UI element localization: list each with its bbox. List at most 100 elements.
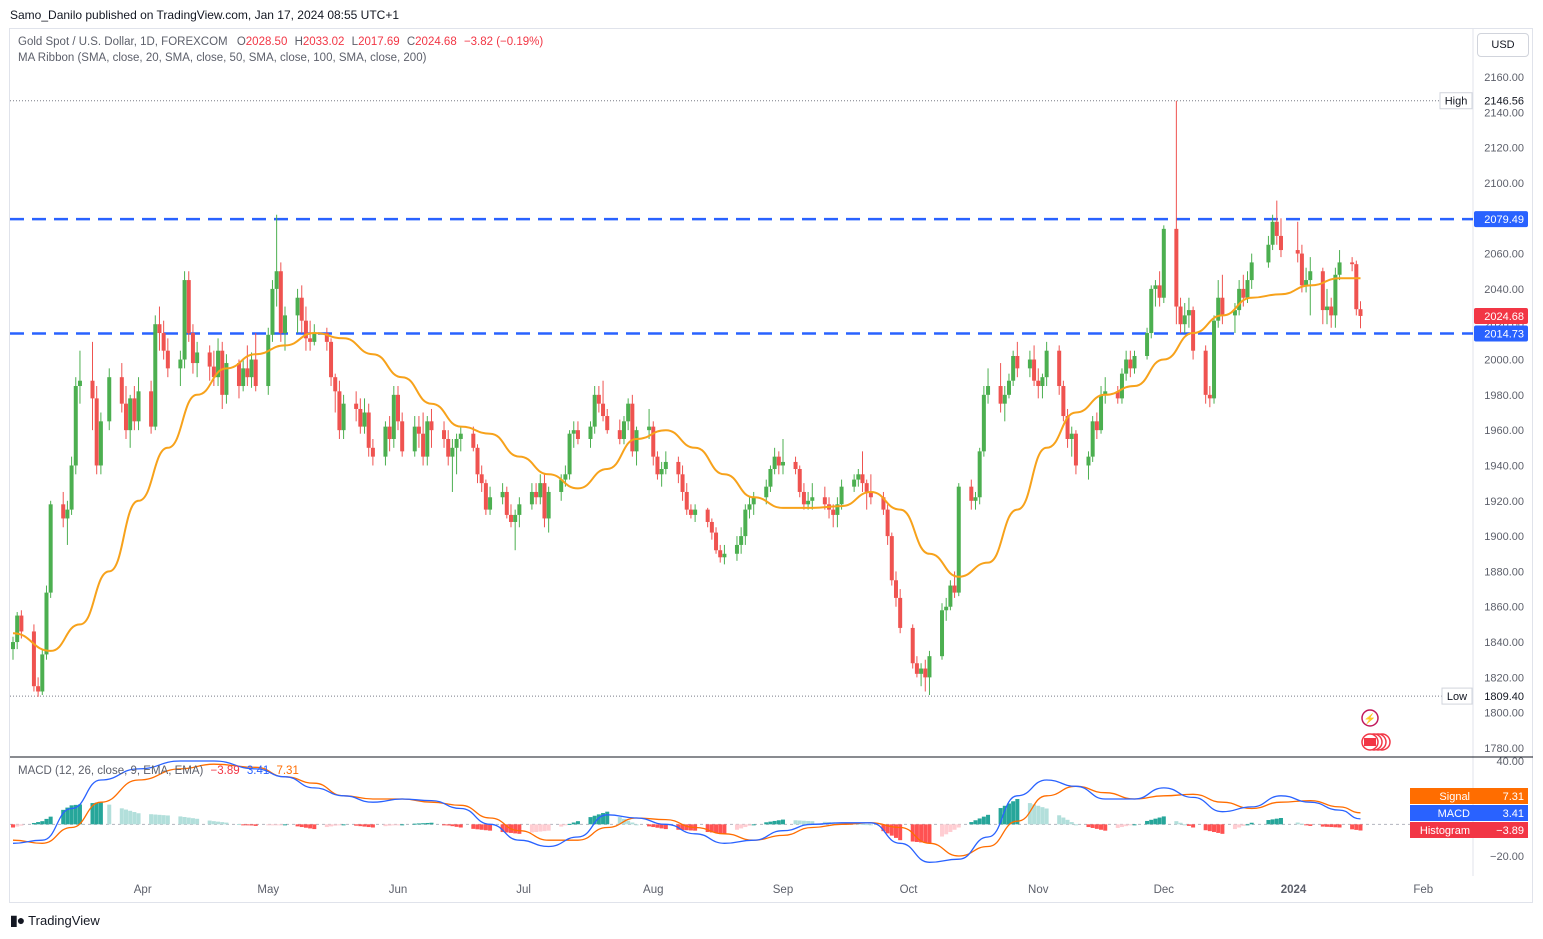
candle-body[interactable] [1320,271,1325,311]
candle-body[interactable] [709,521,714,533]
candle-body[interactable] [751,497,756,505]
candle-body[interactable] [425,421,430,457]
candle-body[interactable] [429,421,434,431]
currency-button[interactable]: USD [1477,33,1529,57]
candle-body[interactable] [1011,355,1016,381]
candle-body[interactable] [245,368,250,378]
candle-body[interactable] [588,426,593,439]
candle-body[interactable] [324,333,329,342]
candle-body[interactable] [383,426,388,457]
candle-body[interactable] [634,430,639,452]
candle-body[interactable] [153,324,158,427]
candle-body[interactable] [772,456,777,470]
candle-body[interactable] [454,438,459,448]
candle-body[interactable] [768,469,773,487]
candle-body[interactable] [1216,297,1221,321]
candle-body[interactable] [69,465,74,510]
candle-body[interactable] [341,403,346,431]
candle-body[interactable] [479,474,484,484]
candle-body[interactable] [914,663,919,674]
candle-body[interactable] [236,363,241,387]
events-icon[interactable]: ⚡ [1361,709,1379,727]
candle-body[interactable] [73,386,78,466]
ma-line[interactable] [12,277,1361,652]
candle-body[interactable] [680,474,685,492]
candle-body[interactable] [747,504,752,510]
candle-body[interactable] [948,585,953,607]
candle-body[interactable] [659,469,664,475]
candle-body[interactable] [596,394,601,404]
candle-body[interactable] [893,580,898,598]
candle-body[interactable] [517,504,522,515]
candle-body[interactable] [1145,333,1150,356]
candle-body[interactable] [1115,391,1120,399]
macd-line[interactable] [12,760,1361,863]
candle-body[interactable] [295,297,300,316]
candle-body[interactable] [508,514,513,522]
candle-body[interactable] [249,359,254,378]
candle-body[interactable] [94,398,99,466]
candle-body[interactable] [178,359,183,369]
candle-body[interactable] [734,544,739,554]
candle-body[interactable] [1153,285,1158,289]
candle-body[interactable] [885,509,890,537]
candle-body[interactable] [136,391,141,422]
candle-body[interactable] [77,380,82,387]
candle-body[interactable] [483,483,488,510]
candle-body[interactable] [488,497,493,510]
candle-body[interactable] [956,486,961,593]
candle-body[interactable] [1015,355,1020,369]
candle-body[interactable] [910,627,915,664]
candle-body[interactable] [1157,285,1162,298]
candle-body[interactable] [241,368,246,387]
candle-body[interactable] [626,403,631,422]
candle-body[interactable] [944,606,949,611]
candle-body[interactable] [1203,350,1208,395]
candle-body[interactable] [998,386,1003,404]
candle-body[interactable] [563,474,568,480]
candle-body[interactable] [416,426,421,434]
candle-body[interactable] [1086,456,1091,466]
candle-body[interactable] [630,403,635,452]
candle-body[interactable] [1191,310,1196,351]
candle-body[interactable] [400,421,405,452]
candle-body[interactable] [764,486,769,498]
candle-body[interactable] [128,398,133,431]
candle-body[interactable] [743,509,748,537]
candle-body[interactable] [366,412,371,448]
candle-body[interactable] [1212,320,1217,399]
candle-body[interactable] [1103,391,1108,395]
candle-body[interactable] [1124,359,1129,374]
candle-body[interactable] [65,509,70,519]
candle-body[interactable] [354,403,359,409]
candle-body[interactable] [1232,310,1237,316]
candle-body[interactable] [780,461,785,466]
candle-body[interactable] [299,297,304,321]
candle-body[interactable] [898,597,903,628]
candle-body[interactable] [513,514,518,522]
candle-body[interactable] [1040,377,1045,387]
candle-body[interactable] [718,550,723,558]
candle-body[interactable] [165,350,170,369]
candle-body[interactable] [1002,394,1007,404]
candle-body[interactable] [475,447,480,475]
candle-body[interactable] [676,461,681,475]
candle-body[interactable] [329,341,334,378]
candle-body[interactable] [559,479,564,492]
candle-body[interactable] [500,491,505,498]
candle-body[interactable] [446,438,451,457]
candle-body[interactable] [1295,250,1300,254]
candle-body[interactable] [868,491,873,498]
candle-body[interactable] [362,412,367,427]
candle-body[interactable] [688,509,693,515]
candle-body[interactable] [831,509,836,515]
candle-body[interactable] [647,426,652,431]
candle-body[interactable] [605,416,610,431]
candle-body[interactable] [312,333,317,342]
candle-body[interactable] [195,352,200,364]
candle-body[interactable] [1073,433,1078,466]
candle-body[interactable] [1266,244,1271,263]
candle-body[interactable] [337,391,342,431]
candle-body[interactable] [1358,309,1363,316]
candle-body[interactable] [458,433,463,439]
